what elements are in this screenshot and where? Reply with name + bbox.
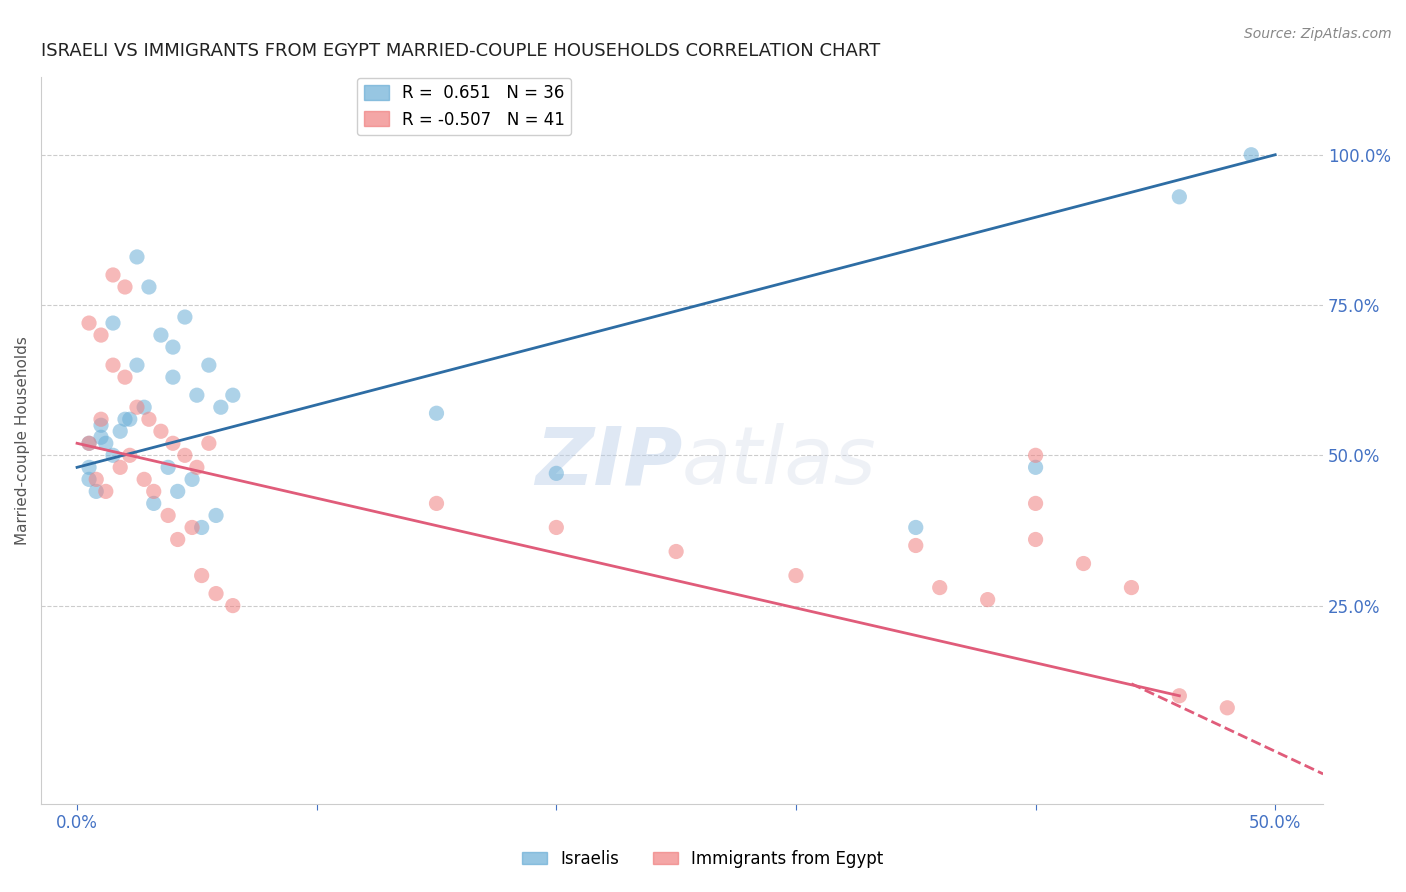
Point bbox=[1025, 448, 1047, 462]
Point bbox=[162, 436, 184, 450]
Point bbox=[222, 599, 245, 613]
Point bbox=[162, 370, 184, 384]
Point bbox=[190, 568, 212, 582]
Point bbox=[1025, 460, 1047, 475]
Point bbox=[118, 448, 141, 462]
Point bbox=[209, 401, 232, 415]
Point bbox=[157, 508, 180, 523]
Point bbox=[138, 280, 160, 294]
Point bbox=[181, 472, 204, 486]
Point bbox=[1121, 581, 1143, 595]
Point bbox=[546, 467, 568, 481]
Point bbox=[142, 496, 165, 510]
Point bbox=[114, 412, 136, 426]
Point bbox=[785, 568, 807, 582]
Point bbox=[157, 460, 180, 475]
Point bbox=[90, 412, 112, 426]
Point bbox=[1216, 700, 1239, 714]
Point bbox=[77, 472, 100, 486]
Point bbox=[101, 268, 124, 282]
Point bbox=[904, 520, 927, 534]
Point bbox=[125, 358, 148, 372]
Point bbox=[205, 586, 228, 600]
Text: Source: ZipAtlas.com: Source: ZipAtlas.com bbox=[1244, 27, 1392, 41]
Point bbox=[1073, 557, 1095, 571]
Point bbox=[425, 406, 447, 420]
Point bbox=[149, 328, 172, 343]
Text: ZIP: ZIP bbox=[534, 423, 682, 501]
Point bbox=[546, 520, 568, 534]
Point bbox=[186, 388, 208, 402]
Point bbox=[90, 430, 112, 444]
Point bbox=[134, 472, 156, 486]
Point bbox=[114, 370, 136, 384]
Y-axis label: Married-couple Households: Married-couple Households bbox=[15, 336, 30, 545]
Text: atlas: atlas bbox=[682, 423, 877, 501]
Point bbox=[166, 533, 188, 547]
Point bbox=[1168, 190, 1191, 204]
Legend: Israelis, Immigrants from Egypt: Israelis, Immigrants from Egypt bbox=[516, 844, 890, 875]
Point bbox=[665, 544, 688, 558]
Point bbox=[77, 436, 100, 450]
Point bbox=[84, 472, 107, 486]
Point bbox=[108, 424, 131, 438]
Point bbox=[94, 484, 117, 499]
Point bbox=[904, 539, 927, 553]
Point bbox=[90, 418, 112, 433]
Point bbox=[190, 520, 212, 534]
Point bbox=[166, 484, 188, 499]
Point bbox=[94, 436, 117, 450]
Point bbox=[198, 436, 221, 450]
Point bbox=[101, 448, 124, 462]
Point bbox=[84, 484, 107, 499]
Point bbox=[118, 412, 141, 426]
Point bbox=[108, 460, 131, 475]
Text: ISRAELI VS IMMIGRANTS FROM EGYPT MARRIED-COUPLE HOUSEHOLDS CORRELATION CHART: ISRAELI VS IMMIGRANTS FROM EGYPT MARRIED… bbox=[41, 42, 880, 60]
Point bbox=[205, 508, 228, 523]
Point bbox=[125, 250, 148, 264]
Point bbox=[77, 460, 100, 475]
Point bbox=[174, 310, 197, 324]
Point bbox=[1168, 689, 1191, 703]
Point bbox=[162, 340, 184, 354]
Point bbox=[928, 581, 950, 595]
Point bbox=[976, 592, 998, 607]
Point bbox=[1240, 147, 1263, 161]
Point bbox=[114, 280, 136, 294]
Point bbox=[222, 388, 245, 402]
Point bbox=[138, 412, 160, 426]
Point bbox=[174, 448, 197, 462]
Point bbox=[77, 436, 100, 450]
Point bbox=[77, 316, 100, 330]
Point bbox=[101, 316, 124, 330]
Point bbox=[134, 401, 156, 415]
Point bbox=[125, 401, 148, 415]
Point bbox=[425, 496, 447, 510]
Point bbox=[149, 424, 172, 438]
Point bbox=[1025, 533, 1047, 547]
Point bbox=[142, 484, 165, 499]
Legend: R =  0.651   N = 36, R = -0.507   N = 41: R = 0.651 N = 36, R = -0.507 N = 41 bbox=[357, 78, 571, 136]
Point bbox=[1025, 496, 1047, 510]
Point bbox=[181, 520, 204, 534]
Point bbox=[101, 358, 124, 372]
Point bbox=[90, 328, 112, 343]
Point bbox=[198, 358, 221, 372]
Point bbox=[186, 460, 208, 475]
